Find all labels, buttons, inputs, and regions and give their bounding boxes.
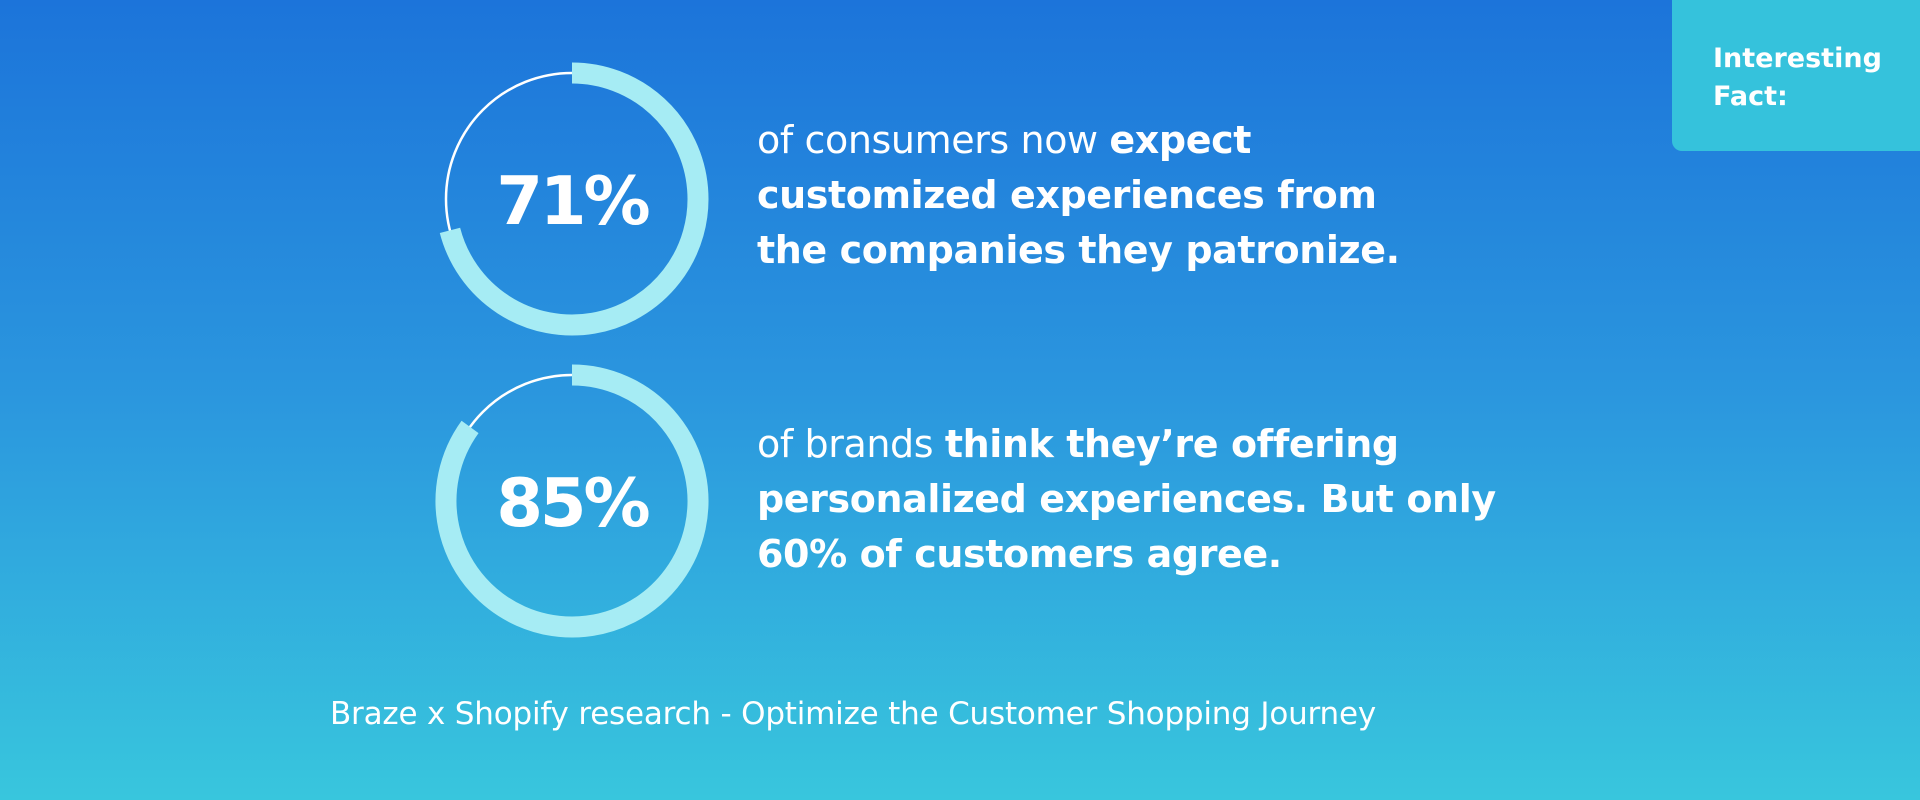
- donut-chart-85: 85%: [435, 364, 709, 638]
- stat-1-line-2: customized experiences from: [757, 173, 1377, 217]
- stat-2-line-2: personalized experiences. But only: [757, 477, 1496, 521]
- stat-description-1: of consumers now expect customized exper…: [757, 113, 1517, 278]
- stat-1-line-3: the companies they patronize.: [757, 228, 1400, 272]
- interesting-fact-badge: Interesting Fact:: [1672, 0, 1920, 151]
- stat-2-line-1-bold: think they’re offering: [944, 422, 1399, 466]
- stat-1-line-1: of consumers now expect: [757, 113, 1517, 168]
- badge-line-1: Interesting: [1713, 43, 1882, 74]
- ring-progress-arc-1: [439, 62, 709, 336]
- stat-2-line-1: of brands think they’re offering: [757, 417, 1517, 472]
- stat-description-2: of brands think they’re offering persona…: [757, 417, 1517, 582]
- stat-2-line-3: 60% of customers agree.: [757, 532, 1282, 576]
- stat-value-71: 71%: [496, 162, 648, 240]
- stat-1-line-1-bold: expect: [1109, 118, 1251, 162]
- stat-value-85: 85%: [496, 464, 648, 542]
- ring-progress-arc-2: [435, 364, 709, 638]
- badge-line-2: Fact:: [1713, 81, 1788, 112]
- stat-2-line-1-light: of brands: [757, 422, 945, 466]
- stat-1-line-1-light: of consumers now: [757, 118, 1110, 162]
- source-caption: Braze x Shopify research - Optimize the …: [329, 696, 1377, 732]
- donut-chart-71: 71%: [439, 62, 709, 336]
